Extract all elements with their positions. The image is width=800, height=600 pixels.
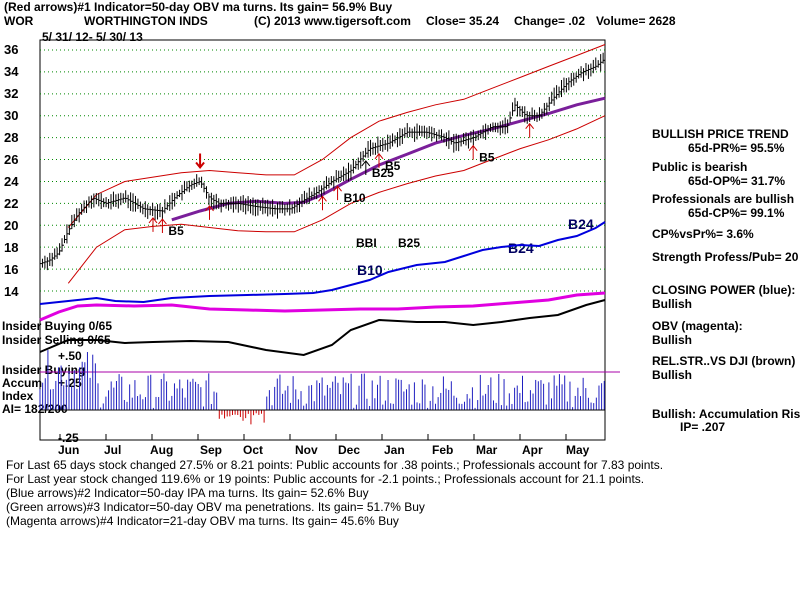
- y-tick-26: 26: [4, 152, 19, 167]
- footer-line-5: (Magenta arrows)#4 Indicator=21-day OBV …: [6, 514, 399, 528]
- upper-band-line: [67, 44, 606, 228]
- month-nov: Nov: [295, 443, 318, 457]
- month-dec: Dec: [338, 443, 361, 457]
- signal-arrow: [361, 160, 371, 175]
- arrow-label: B25: [372, 166, 394, 180]
- footer-line-2: For Last year stock changed 119.6% or 19…: [6, 472, 645, 486]
- footer-line-1: For Last 65 days stock changed 27.5% or …: [6, 458, 664, 472]
- arrow-label: B5: [168, 224, 184, 238]
- copyright: (C) 2013 www.tigersoft.com: [254, 14, 411, 28]
- cp-vs-pr: CP%vsPr%= 3.6%: [652, 227, 754, 241]
- month-aug: Aug: [150, 443, 174, 457]
- index-label: Index: [2, 389, 34, 403]
- month-feb: Feb: [432, 443, 454, 457]
- cp-value: 65d-CP%= 99.1%: [688, 206, 785, 220]
- chart-frame: [39, 39, 606, 441]
- month-oct: Oct: [243, 443, 264, 457]
- y-tick-36: 36: [4, 42, 19, 57]
- signal-b25: B25: [398, 236, 421, 250]
- month-sep: Sep: [200, 443, 223, 457]
- arrow-label: B5: [385, 159, 401, 173]
- strength-value: Strength Profess/Pub= 20: [652, 250, 799, 264]
- y-tick-24: 24: [4, 174, 19, 189]
- company-name: WORTHINGTON INDS: [84, 14, 208, 28]
- relstr-label: REL.STR..VS DJI (brown): [652, 354, 796, 368]
- ticker-symbol: WOR: [4, 14, 34, 28]
- month-mar: Mar: [476, 443, 498, 457]
- y-tick-20: 20: [4, 218, 19, 233]
- y-tick-18: 18: [4, 240, 19, 255]
- closing-power-line: [39, 221, 606, 305]
- month-jun: Jun: [58, 443, 80, 457]
- signal-bbi: BBI: [356, 236, 377, 250]
- obv-value: Bullish: [652, 333, 693, 347]
- y-tick-32: 32: [4, 86, 19, 101]
- insider-buying: Insider Buying 0/65: [2, 319, 113, 333]
- relstr-value: Bullish: [652, 368, 693, 382]
- y-tick-14: 14: [4, 284, 19, 299]
- signal-b24-upper: B24: [568, 216, 594, 232]
- accum-minus25: -.25: [58, 431, 79, 445]
- month-jan: Jan: [384, 443, 405, 457]
- bullish-price-trend: BULLISH PRICE TREND: [652, 127, 789, 141]
- month-may: May: [566, 443, 590, 457]
- ip-value: IP= .207: [680, 420, 726, 434]
- month-apr: Apr: [522, 443, 543, 457]
- month-jul: Jul: [104, 443, 122, 457]
- insider-selling: Insider Selling 0/65: [2, 333, 111, 347]
- closing-power-value: Bullish: [652, 297, 693, 311]
- signal-arrow: [205, 205, 214, 220]
- y-tick-28: 28: [4, 130, 19, 145]
- accum-label: Accum: [2, 376, 43, 390]
- signal-arrow: [318, 195, 327, 211]
- footer-line-4: (Green arrows)#3 Indicator=50-day OBV ma…: [6, 500, 425, 514]
- public-bearish: Public is bearish: [652, 160, 748, 174]
- signal-arrow: [525, 122, 535, 138]
- y-tick-30: 30: [4, 108, 19, 123]
- y-tick-34: 34: [4, 64, 19, 79]
- lower-band-line: [67, 115, 606, 284]
- indicator-line-1: (Red arrows)#1 Indicator=50-day OBV ma t…: [4, 0, 393, 14]
- signal-arrow: [333, 185, 342, 201]
- signal-b10: B10: [357, 262, 383, 278]
- signal-arrow: [148, 217, 158, 232]
- relative-strength-line: [39, 299, 606, 357]
- volume-value: Volume= 2628: [596, 14, 676, 28]
- professionals-bullish: Professionals are bullish: [652, 192, 795, 206]
- y-tick-22: 22: [4, 196, 19, 211]
- ai-value: AI= 182/200: [2, 402, 68, 416]
- footer-line-3: (Blue arrows)#2 Indicator=50-day IPA ma …: [6, 486, 369, 500]
- signal-arrow: [158, 218, 167, 234]
- signal-arrow: [468, 144, 478, 160]
- accum-plus50: +.50: [58, 349, 82, 363]
- arrow-label: B10: [344, 191, 366, 205]
- obv-label: OBV (magenta):: [652, 319, 743, 333]
- signal-arrow: [374, 153, 384, 168]
- y-tick-16: 16: [4, 262, 19, 277]
- accum-insider-buying: Insider Buying: [2, 363, 86, 377]
- accum-risi: Bullish: Accumulation Risi: [652, 407, 800, 421]
- signal-arrow: [195, 153, 205, 170]
- obv-line: [39, 291, 606, 322]
- close-value: Close= 35.24: [426, 14, 500, 28]
- pr-value: 65d-PR%= 95.5%: [688, 141, 785, 155]
- change-value: Change= .02: [514, 14, 586, 28]
- arrow-label: B5: [479, 151, 495, 165]
- closing-power-label: CLOSING POWER (blue):: [652, 283, 796, 297]
- op-value: 65d-OP%= 31.7%: [688, 174, 786, 188]
